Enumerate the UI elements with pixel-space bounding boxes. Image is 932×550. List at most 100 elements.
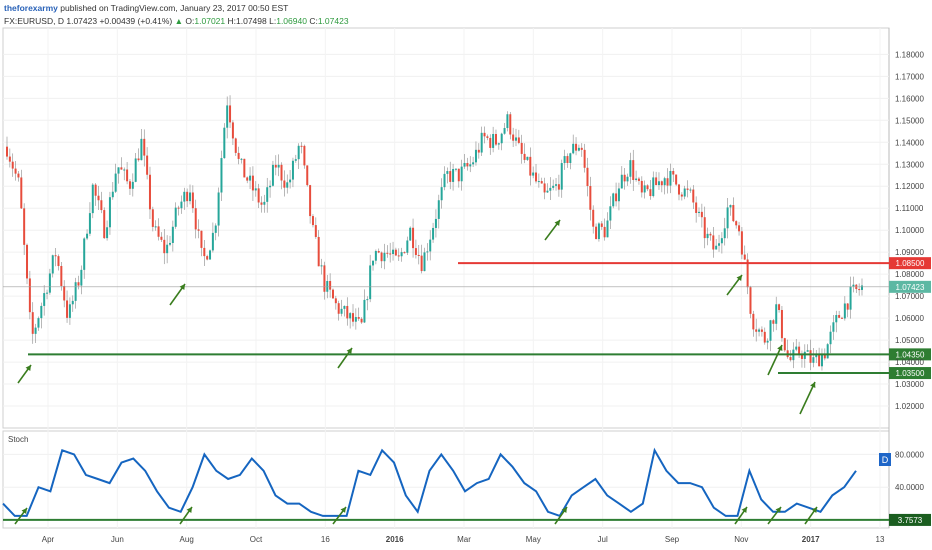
time-tick-label: 13 (876, 535, 885, 544)
candle (595, 226, 598, 240)
candle (603, 226, 606, 238)
candle (575, 143, 578, 151)
candle (157, 226, 160, 237)
candle (8, 156, 11, 162)
candle (543, 183, 546, 193)
stoch-group: 3.7573 (2, 447, 931, 526)
candle (546, 190, 549, 193)
candle (397, 255, 400, 257)
arrow-head-icon (561, 507, 567, 513)
candle (151, 209, 154, 227)
candle (374, 251, 377, 261)
candle (452, 169, 455, 182)
price-tick-label: 1.05000 (895, 336, 924, 345)
candle (137, 158, 140, 161)
candle (106, 227, 109, 239)
candle (303, 145, 306, 166)
candle (592, 209, 595, 227)
candle (783, 338, 786, 351)
candle (126, 169, 129, 182)
candle (234, 138, 237, 153)
candle (209, 250, 212, 260)
candle (666, 178, 669, 186)
candle (148, 174, 151, 210)
candle (86, 233, 89, 239)
candle (669, 170, 672, 186)
stoch-badge-label: D (882, 455, 889, 465)
candle (689, 189, 692, 191)
candle (700, 211, 703, 218)
levels: 1.08500 1.04350 1.03500 1.07423 (3, 257, 931, 380)
candle (846, 303, 849, 310)
candle (237, 152, 240, 159)
price-tick-label: 1.09000 (895, 248, 924, 257)
stoch-legend-badge[interactable] (879, 453, 891, 466)
candle (37, 318, 40, 328)
candle (289, 179, 292, 183)
candle (392, 249, 395, 255)
candle (729, 205, 732, 208)
candle (500, 133, 503, 144)
candle (111, 191, 114, 198)
candle (314, 225, 317, 237)
candle (798, 346, 801, 355)
time-tick-label: Oct (250, 535, 263, 544)
candle (812, 357, 815, 363)
candle (274, 164, 277, 168)
candle (437, 200, 440, 219)
candle (815, 353, 818, 358)
arrows (14, 219, 818, 525)
candle (555, 184, 558, 186)
candle (291, 160, 294, 180)
author-name[interactable]: theforexarmy (4, 3, 58, 13)
candle (637, 178, 640, 181)
candle (626, 176, 629, 182)
candle (557, 184, 560, 190)
candle (560, 163, 563, 190)
arrow-head-icon (741, 507, 747, 513)
level-badge (889, 367, 931, 380)
candle (649, 189, 652, 197)
candle (88, 213, 91, 234)
candle (600, 223, 603, 227)
candle (263, 201, 266, 205)
time-tick-label: Nov (734, 535, 748, 544)
candle (612, 193, 615, 207)
level-badge-label: 1.08500 (896, 259, 925, 268)
candle (506, 114, 509, 129)
change-label: +0.00439 (+0.41%) (99, 16, 173, 26)
candle (420, 255, 423, 272)
main-pane-border (2, 27, 890, 429)
candle (852, 284, 855, 287)
candle (818, 353, 821, 367)
candle (40, 305, 43, 319)
price-tick-label: 1.18000 (895, 50, 924, 59)
price-tick-label: 1.06000 (895, 314, 924, 323)
candle (695, 202, 698, 213)
price-tick-label: 1.16000 (895, 94, 924, 103)
candle (460, 166, 463, 182)
open-label: O: (185, 16, 195, 26)
candle (326, 280, 329, 292)
candle (829, 331, 832, 345)
candle (191, 192, 194, 209)
candle (569, 153, 572, 163)
candle (57, 256, 60, 266)
stoch-tick-label: 80.0000 (895, 450, 924, 459)
price-tick-label: 1.13000 (895, 160, 924, 169)
candle (389, 253, 392, 255)
candle (360, 318, 363, 323)
candle (220, 158, 223, 193)
candle (197, 229, 200, 231)
candle (514, 137, 517, 141)
candle (509, 114, 512, 135)
candle (94, 184, 97, 196)
candle (537, 181, 540, 183)
candle (171, 226, 174, 243)
candle (469, 164, 472, 167)
candle (168, 242, 171, 245)
last-price-badge (889, 280, 931, 293)
candle (512, 134, 515, 141)
price-tick-label: 1.14000 (895, 138, 924, 147)
